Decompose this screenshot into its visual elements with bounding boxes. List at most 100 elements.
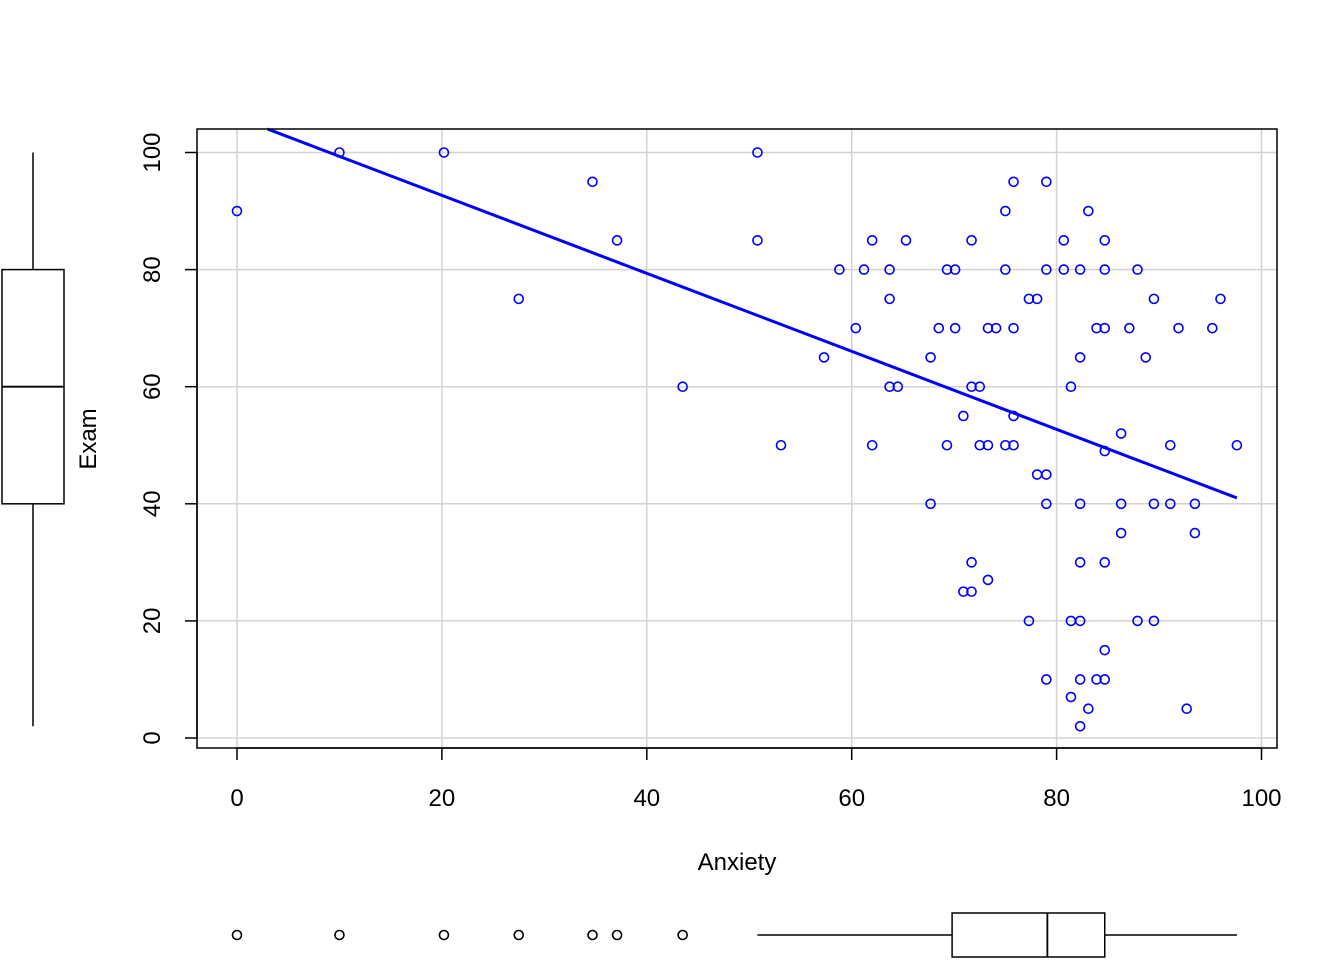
data-point	[1065, 381, 1077, 393]
data-point	[677, 381, 688, 393]
y-tick-label: 20	[139, 608, 166, 635]
data-point	[1083, 703, 1094, 715]
exam-boxplot	[1, 152, 65, 727]
data-point	[1091, 322, 1102, 334]
data-point	[1008, 176, 1019, 188]
data-point	[1215, 293, 1226, 305]
x-tick-label: 40	[633, 785, 660, 812]
anxiety-boxplot	[231, 912, 1237, 958]
data-point	[1074, 674, 1086, 685]
data-point	[900, 235, 912, 246]
y-tick-label: 60	[139, 373, 166, 400]
data-point	[941, 264, 953, 275]
data-point	[752, 235, 763, 246]
anxiety-outlier	[438, 929, 450, 941]
data-point	[1091, 674, 1102, 685]
data-point	[1000, 205, 1011, 217]
y-tick-label: 0	[139, 731, 166, 744]
data-point	[438, 147, 450, 158]
data-points	[231, 147, 1243, 732]
data-point	[1189, 527, 1201, 539]
data-point	[1173, 322, 1184, 334]
data-point	[1008, 322, 1019, 334]
data-point	[884, 381, 895, 393]
data-point	[1099, 557, 1111, 568]
grid-lines	[197, 129, 1277, 748]
data-point	[1000, 439, 1011, 451]
data-point	[925, 352, 936, 363]
data-point	[982, 439, 994, 451]
data-point	[858, 264, 870, 275]
data-point	[1023, 293, 1035, 305]
data-point	[587, 176, 598, 188]
x-axis: 0 20 40 60 80 100	[230, 747, 1282, 812]
data-point	[513, 293, 525, 305]
data-point	[949, 264, 961, 275]
data-point	[334, 147, 345, 158]
data-point	[1074, 498, 1086, 510]
x-tick-label: 20	[429, 785, 456, 812]
data-point	[231, 205, 243, 217]
plot-border	[196, 128, 1278, 749]
regression-line	[267, 127, 1238, 500]
data-point	[958, 586, 969, 597]
data-point	[1148, 293, 1160, 305]
y-tick-label: 40	[139, 490, 166, 517]
anxiety-outlier	[611, 929, 623, 941]
data-point	[1099, 235, 1111, 246]
data-point	[1074, 557, 1086, 568]
data-point	[1041, 674, 1052, 685]
data-point	[884, 264, 895, 275]
data-point	[1165, 498, 1176, 510]
data-point	[1008, 410, 1019, 422]
data-point	[1041, 498, 1052, 510]
y-axis-label: Exam	[75, 408, 102, 469]
data-point	[1140, 352, 1152, 363]
anxiety-outlier	[513, 929, 525, 941]
data-point	[1041, 176, 1052, 188]
data-point	[1099, 264, 1111, 275]
data-point	[982, 574, 994, 586]
anxiety-box	[951, 912, 1106, 958]
data-point	[1000, 264, 1011, 275]
regression-line-group	[267, 127, 1238, 500]
data-point	[1023, 615, 1035, 627]
data-point	[1115, 527, 1127, 539]
data-point	[1115, 498, 1127, 510]
data-point	[1099, 322, 1111, 334]
data-point	[1083, 205, 1094, 217]
data-point	[1065, 691, 1077, 703]
data-point	[933, 322, 945, 334]
data-point	[1074, 615, 1086, 627]
data-point	[1058, 235, 1070, 246]
data-point	[966, 381, 977, 393]
data-point	[1031, 469, 1043, 480]
data-point	[1041, 264, 1052, 275]
x-tick-label: 80	[1043, 785, 1070, 812]
anxiety-outlier	[334, 929, 345, 941]
data-point	[974, 381, 986, 393]
data-point	[966, 235, 977, 246]
data-point	[925, 498, 936, 510]
data-point	[1132, 264, 1143, 275]
x-tick-label: 60	[838, 785, 865, 812]
data-point	[892, 381, 904, 393]
data-point	[818, 352, 830, 363]
data-point	[1074, 352, 1086, 363]
data-point	[941, 439, 953, 451]
data-point	[1031, 293, 1043, 305]
data-point	[966, 586, 977, 597]
data-point	[1148, 498, 1160, 510]
data-point	[949, 322, 961, 334]
data-point	[1132, 615, 1143, 627]
data-point	[752, 147, 763, 158]
data-point	[1148, 615, 1160, 627]
data-point	[958, 410, 969, 422]
anxiety-outlier	[587, 929, 598, 941]
x-axis-label: Anxiety	[698, 849, 777, 876]
data-point	[611, 235, 623, 246]
data-point	[1115, 428, 1127, 439]
data-point	[1189, 498, 1201, 510]
